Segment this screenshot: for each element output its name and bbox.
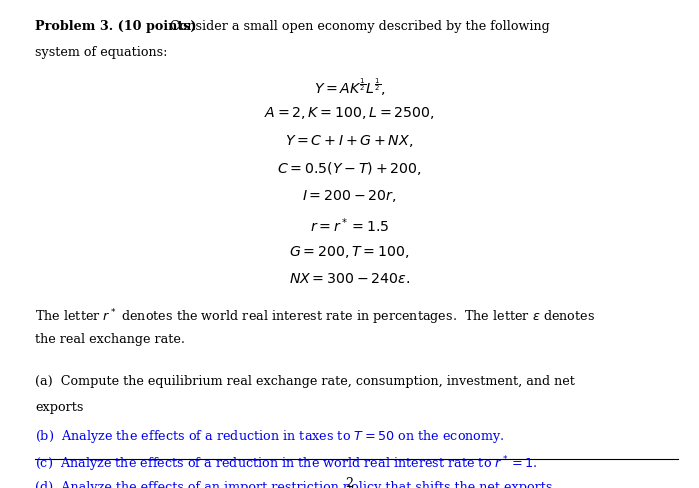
Text: the real exchange rate.: the real exchange rate. [35,333,185,346]
Text: The letter $r^*$ denotes the world real interest rate in percentages.  The lette: The letter $r^*$ denotes the world real … [35,306,595,326]
Text: (c)  Analyze the effects of a reduction in the world real interest rate to $r^* : (c) Analyze the effects of a reduction i… [35,453,538,473]
Text: (b)  Analyze the effects of a reduction in taxes to $T = 50$ on the economy.: (b) Analyze the effects of a reduction i… [35,427,505,444]
Text: Consider a small open economy described by the following: Consider a small open economy described … [166,20,549,33]
Text: $NX = 300 - 240\epsilon.$: $NX = 300 - 240\epsilon.$ [289,271,410,285]
Text: (a)  Compute the equilibrium real exchange rate, consumption, investment, and ne: (a) Compute the equilibrium real exchang… [35,374,575,387]
Text: $G = 200, T = 100,$: $G = 200, T = 100,$ [289,244,410,260]
Text: (d)  Analyze the effects of an import restriction policy that shifts the net exp: (d) Analyze the effects of an import res… [35,480,552,488]
Text: 2: 2 [345,476,354,488]
Text: $C = 0.5(Y - T) + 200,$: $C = 0.5(Y - T) + 200,$ [277,160,422,177]
Text: $Y = C + I + G + NX,$: $Y = C + I + G + NX,$ [285,132,414,148]
Text: $r = r^* = 1.5$: $r = r^* = 1.5$ [310,216,389,234]
Text: system of equations:: system of equations: [35,46,168,60]
Text: $A = 2, K = 100, L = 2500,$: $A = 2, K = 100, L = 2500,$ [264,104,435,121]
Text: $Y = AK^{\frac{1}{2}}L^{\frac{1}{2}},$: $Y = AK^{\frac{1}{2}}L^{\frac{1}{2}},$ [314,77,385,98]
Text: $I = 200 - 20r,$: $I = 200 - 20r,$ [302,188,397,204]
Text: Problem 3. (10 points): Problem 3. (10 points) [35,20,196,33]
Text: exports: exports [35,401,83,414]
